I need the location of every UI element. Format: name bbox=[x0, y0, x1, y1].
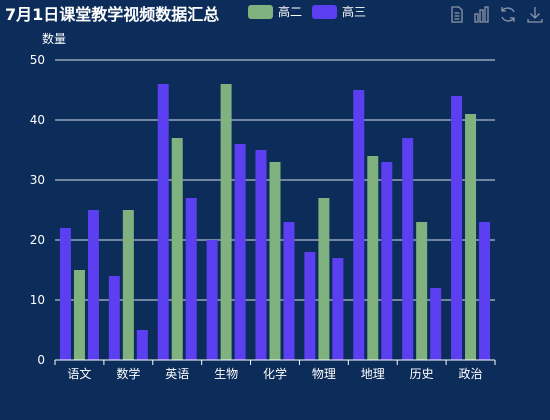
restore-icon[interactable] bbox=[501, 7, 515, 22]
legend-item-gaosan[interactable]: 高三 bbox=[312, 4, 366, 19]
bar-高二-数学[interactable] bbox=[122, 210, 134, 360]
x-tick-label: 生物 bbox=[214, 367, 238, 381]
chart-title: 7月1日课堂教学视频数据汇总 bbox=[5, 5, 219, 24]
bar-高二-地理[interactable] bbox=[367, 156, 379, 360]
x-tick-label: 英语 bbox=[165, 367, 189, 381]
bar-series-0-历史[interactable] bbox=[402, 138, 414, 360]
bar-高二-化学[interactable] bbox=[269, 162, 281, 360]
bar-高三-生物[interactable] bbox=[234, 144, 246, 360]
bar-series-0-地理[interactable] bbox=[353, 90, 365, 360]
legend-item-gaoer[interactable]: 高二 bbox=[248, 4, 302, 19]
toolbox bbox=[451, 6, 543, 23]
data-view-icon[interactable] bbox=[451, 6, 463, 23]
bar-高三-政治[interactable] bbox=[479, 222, 491, 360]
x-tick-label: 政治 bbox=[459, 367, 483, 381]
legend: 高二 高三 bbox=[248, 4, 366, 19]
legend-swatch-gaoer bbox=[248, 5, 273, 19]
bar-高三-历史[interactable] bbox=[430, 288, 442, 360]
bar-高二-历史[interactable] bbox=[416, 222, 428, 360]
y-tick-label: 10 bbox=[30, 293, 45, 307]
bar-高二-物理[interactable] bbox=[318, 198, 330, 360]
y-axis-name: 数量 bbox=[42, 31, 66, 46]
bar-高二-英语[interactable] bbox=[171, 138, 183, 360]
y-tick-label: 50 bbox=[30, 53, 45, 67]
x-tick-label: 地理 bbox=[361, 367, 385, 381]
bar-高二-政治[interactable] bbox=[465, 114, 477, 360]
y-tick-label: 20 bbox=[30, 233, 45, 247]
legend-label-gaoer: 高二 bbox=[278, 4, 302, 19]
legend-swatch-gaosan bbox=[312, 5, 337, 19]
x-axis-ticks: 语文 数学 英语 生物 化学 物理 地理 历史 政治 bbox=[54, 360, 496, 381]
bar-高三-英语[interactable] bbox=[185, 198, 197, 360]
bar-高二-语文[interactable] bbox=[73, 270, 85, 360]
bar-高二-生物[interactable] bbox=[220, 84, 232, 360]
y-tick-label: 0 bbox=[37, 353, 45, 367]
x-tick-label: 语文 bbox=[67, 366, 91, 381]
download-icon[interactable] bbox=[527, 7, 543, 23]
bar-高三-物理[interactable] bbox=[332, 258, 344, 360]
bar-series-0-政治[interactable] bbox=[451, 96, 463, 360]
bar-高三-化学[interactable] bbox=[283, 222, 295, 360]
x-tick-label: 数学 bbox=[116, 366, 140, 381]
bar-series-0-数学[interactable] bbox=[108, 276, 120, 360]
bar-chart-icon[interactable] bbox=[474, 6, 489, 23]
x-tick-label: 物理 bbox=[312, 367, 336, 381]
bar-高三-数学[interactable] bbox=[136, 330, 148, 360]
y-tick-label: 40 bbox=[30, 113, 45, 127]
bar-series-0-语文[interactable] bbox=[59, 228, 71, 360]
x-tick-label: 历史 bbox=[410, 367, 434, 381]
bar-series-0-英语[interactable] bbox=[157, 84, 169, 360]
bars bbox=[59, 84, 491, 360]
bar-series-0-化学[interactable] bbox=[255, 150, 267, 360]
bar-series-0-物理[interactable] bbox=[304, 252, 316, 360]
legend-label-gaosan: 高三 bbox=[342, 4, 366, 19]
bar-高三-地理[interactable] bbox=[381, 162, 393, 360]
y-tick-label: 30 bbox=[30, 173, 45, 187]
bar-series-0-生物[interactable] bbox=[206, 240, 218, 360]
y-axis-ticks: 0 10 20 30 40 50 bbox=[30, 53, 45, 367]
bar-高三-语文[interactable] bbox=[87, 210, 99, 360]
x-tick-label: 化学 bbox=[263, 366, 287, 381]
